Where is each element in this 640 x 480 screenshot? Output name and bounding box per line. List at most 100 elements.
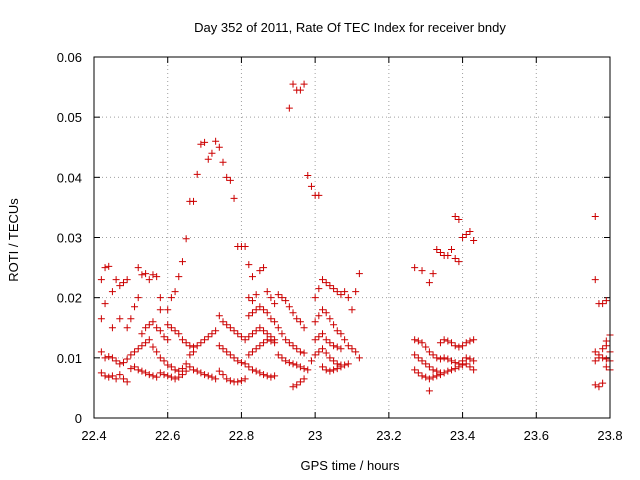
data-point xyxy=(123,276,131,284)
data-point xyxy=(448,246,456,254)
data-point xyxy=(429,270,437,278)
data-point xyxy=(252,367,260,375)
data-point xyxy=(429,366,437,374)
data-point xyxy=(156,369,164,377)
data-point xyxy=(108,288,116,296)
data-point xyxy=(256,324,264,332)
y-axis-title: ROTI / TECUs xyxy=(6,198,21,282)
data-point xyxy=(307,182,315,190)
x-axis-title: GPS time / hours xyxy=(301,458,400,473)
data-point xyxy=(330,285,338,293)
data-point xyxy=(330,357,338,365)
data-point xyxy=(138,330,146,338)
data-point xyxy=(326,339,334,347)
data-point xyxy=(319,330,327,338)
data-point xyxy=(182,339,190,347)
data-point xyxy=(245,294,253,302)
data-point xyxy=(315,348,323,356)
data-point xyxy=(175,330,183,338)
data-point xyxy=(278,354,286,362)
data-point xyxy=(208,330,216,338)
data-point xyxy=(171,288,179,296)
data-point xyxy=(186,363,194,371)
data-point xyxy=(156,354,164,362)
data-point xyxy=(223,321,231,329)
data-point xyxy=(274,291,282,299)
data-point xyxy=(355,354,363,362)
data-point xyxy=(153,324,161,332)
data-point xyxy=(348,306,356,314)
data-point xyxy=(319,306,327,314)
data-point xyxy=(190,348,198,356)
data-point xyxy=(123,378,131,386)
data-point xyxy=(164,306,172,314)
data-point xyxy=(429,373,437,381)
data-point xyxy=(219,371,227,379)
data-point xyxy=(322,349,330,357)
data-point xyxy=(462,354,470,362)
data-point xyxy=(241,360,249,368)
data-point xyxy=(215,143,223,151)
data-point xyxy=(440,354,448,362)
data-point xyxy=(315,333,323,341)
data-point xyxy=(241,375,249,383)
data-point xyxy=(108,372,116,380)
data-point xyxy=(215,367,223,375)
data-point xyxy=(223,348,231,356)
data-point xyxy=(156,327,164,335)
data-point xyxy=(267,337,275,345)
data-point xyxy=(131,363,139,371)
data-point xyxy=(330,366,338,374)
data-point xyxy=(112,357,120,365)
data-point xyxy=(319,363,327,371)
data-point xyxy=(186,342,194,350)
data-point xyxy=(237,377,245,385)
data-point xyxy=(153,273,161,281)
data-point xyxy=(226,176,234,184)
data-point xyxy=(470,336,478,344)
data-point xyxy=(193,170,201,178)
data-point xyxy=(296,378,304,386)
data-point xyxy=(153,348,161,356)
data-point xyxy=(293,315,301,323)
data-point xyxy=(248,309,256,317)
data-point xyxy=(260,264,268,272)
data-point xyxy=(296,363,304,371)
data-point xyxy=(263,336,271,344)
data-point xyxy=(466,227,474,235)
data-point xyxy=(97,369,105,377)
data-point xyxy=(252,345,260,353)
data-point xyxy=(319,345,327,353)
data-point xyxy=(226,351,234,359)
data-point xyxy=(186,351,194,359)
data-point xyxy=(178,365,186,373)
data-point xyxy=(252,327,260,335)
data-point xyxy=(175,367,183,375)
data-point xyxy=(274,351,282,359)
data-point xyxy=(300,365,308,373)
data-point xyxy=(208,373,216,381)
data-point xyxy=(123,355,131,363)
data-point xyxy=(311,351,319,359)
data-point xyxy=(470,237,478,245)
data-point xyxy=(131,303,139,311)
data-point xyxy=(455,363,463,371)
data-point xyxy=(105,262,113,270)
data-point xyxy=(263,372,271,380)
data-point xyxy=(219,158,227,166)
y-tick-label: 0.03 xyxy=(57,231,82,246)
data-point xyxy=(414,354,422,362)
data-point xyxy=(311,318,319,326)
data-point xyxy=(178,336,186,344)
data-point xyxy=(352,348,360,356)
y-tick-label: 0.04 xyxy=(57,170,82,185)
data-point xyxy=(212,327,220,335)
data-point xyxy=(315,285,323,293)
data-point xyxy=(167,373,175,381)
data-point xyxy=(149,271,157,279)
data-point xyxy=(344,294,352,302)
data-point xyxy=(263,288,271,296)
data-point xyxy=(322,279,330,287)
data-point xyxy=(119,375,127,383)
data-point xyxy=(337,330,345,338)
